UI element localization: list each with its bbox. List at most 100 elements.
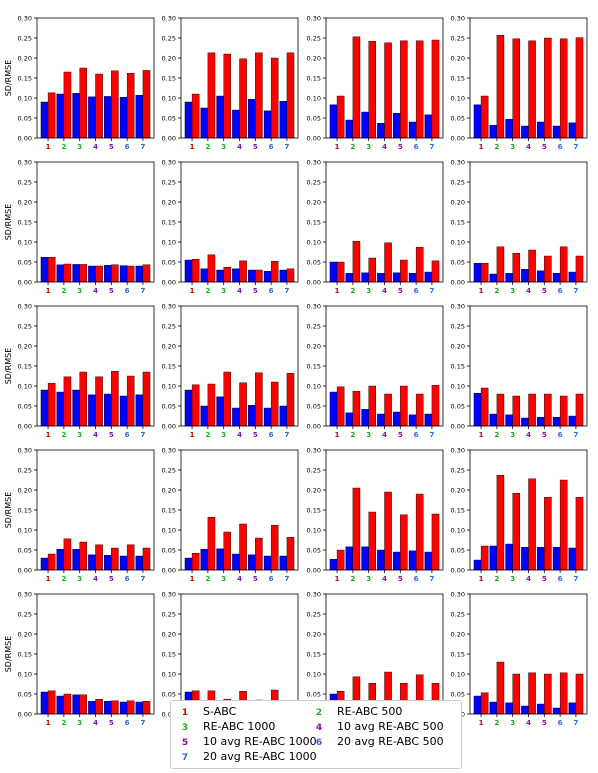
bar-sd <box>345 546 354 571</box>
y-tick-label: 0.00 <box>307 135 321 143</box>
x-tick-label: 4 <box>526 431 531 439</box>
legend-label: 20 avg RE-ABC 500 <box>337 735 444 748</box>
y-tick-label: 0.05 <box>162 691 176 699</box>
bar-sd <box>232 407 240 427</box>
bar-sd <box>329 104 338 139</box>
plot-frame <box>325 449 444 571</box>
y-tick-label: 0.20 <box>18 343 32 351</box>
bar-rmse <box>270 57 279 139</box>
y-axis-label: SD/RMSE <box>4 492 13 529</box>
y-tick-label: 0.25 <box>162 35 176 43</box>
bar-sd <box>135 94 144 139</box>
y-tick-label: 0.10 <box>162 671 176 679</box>
x-tick-label: 2 <box>61 575 66 583</box>
y-tick-label: 0.05 <box>162 403 176 411</box>
x-tick-label: 1 <box>190 287 195 295</box>
bar-sd <box>119 395 128 427</box>
bar-rmse <box>95 376 103 427</box>
bar-sd <box>135 265 144 283</box>
bar-sd <box>361 409 369 427</box>
x-tick-label: 5 <box>253 575 258 583</box>
y-tick-label: 0.25 <box>307 323 321 331</box>
y-tick-label: 0.30 <box>162 591 176 599</box>
y-tick-label: 0.15 <box>451 75 465 83</box>
legend-num: 4 <box>315 723 323 733</box>
x-tick-label: 3 <box>366 431 371 439</box>
bar-rmse <box>255 372 263 427</box>
bar-sd <box>135 394 144 427</box>
plot-frame <box>36 305 155 427</box>
y-tick-label: 0.20 <box>307 55 321 63</box>
x-tick-label: 7 <box>140 719 145 727</box>
bar-rmse <box>575 673 584 715</box>
y-tick-label: 0.10 <box>451 671 465 679</box>
y-tick-label: 0.25 <box>451 35 465 43</box>
bar-sd <box>200 268 209 283</box>
x-tick-label: 6 <box>414 143 419 151</box>
x-tick-label: 7 <box>140 431 145 439</box>
legend-entry: 4 10 avg RE-ABC 500 <box>313 720 444 735</box>
x-tick-label: 3 <box>77 143 82 151</box>
bar-sd <box>216 269 224 283</box>
x-tick-label: 3 <box>510 431 515 439</box>
bar-sd <box>56 549 65 571</box>
bar-rmse <box>95 73 103 139</box>
bar-sd <box>200 405 209 427</box>
x-tick-label: 6 <box>558 575 563 583</box>
bar-sd <box>536 417 545 427</box>
x-tick-label: 3 <box>221 431 226 439</box>
x-tick-label: 3 <box>77 287 82 295</box>
x-tick-label: 6 <box>269 287 274 295</box>
bar-sd <box>505 273 513 283</box>
y-tick-label: 0.10 <box>307 527 321 535</box>
x-tick-label: 3 <box>510 287 515 295</box>
bar-rmse <box>512 673 521 715</box>
y-tick-label: 0.30 <box>18 447 32 455</box>
x-tick-label: 2 <box>494 287 499 295</box>
y-tick-label: 0.20 <box>307 343 321 351</box>
bar-sd <box>184 259 193 283</box>
bar-sd <box>135 555 144 571</box>
bar-sd <box>103 555 112 571</box>
bar-rmse <box>384 393 392 427</box>
y-tick-label: 0.15 <box>307 651 321 659</box>
plot-frame <box>36 17 155 139</box>
bar-rmse <box>480 263 489 283</box>
bar-sd <box>232 553 240 571</box>
bar-rmse <box>384 242 392 283</box>
bar-sd <box>552 547 561 571</box>
y-tick-label: 0.10 <box>307 239 321 247</box>
y-tick-label: 0.15 <box>162 75 176 83</box>
x-tick-label: 5 <box>253 143 258 151</box>
y-tick-label: 0.00 <box>162 567 176 575</box>
bar-sd <box>489 701 498 715</box>
x-tick-label: 6 <box>125 719 130 727</box>
bar-sd <box>56 695 65 715</box>
bar-sd <box>408 273 417 283</box>
x-tick-label: 7 <box>429 575 434 583</box>
bar-rmse <box>415 493 424 571</box>
bar-sd <box>40 101 49 139</box>
bar-rmse <box>270 525 279 571</box>
x-tick-label: 5 <box>109 287 114 295</box>
bar-sd <box>568 702 577 715</box>
bar-rmse <box>142 70 151 139</box>
y-tick-label: 0.20 <box>18 199 32 207</box>
bar-sd <box>345 273 354 283</box>
bar-sd <box>72 92 80 139</box>
x-tick-label: 4 <box>237 143 242 151</box>
y-tick-label: 0.15 <box>307 75 321 83</box>
legend-num: 3 <box>181 723 189 733</box>
y-tick-label: 0.15 <box>162 651 176 659</box>
plot-frame <box>180 17 299 139</box>
bar-sd <box>489 273 498 283</box>
bar-sd <box>377 549 385 571</box>
y-tick-label: 0.05 <box>162 547 176 555</box>
bar-rmse <box>255 52 263 139</box>
x-tick-label: 7 <box>429 287 434 295</box>
bar-rmse <box>239 382 247 427</box>
bar-rmse <box>63 693 72 715</box>
bar-sd <box>568 415 577 427</box>
bar-sd <box>473 559 482 571</box>
bar-rmse <box>126 375 135 427</box>
